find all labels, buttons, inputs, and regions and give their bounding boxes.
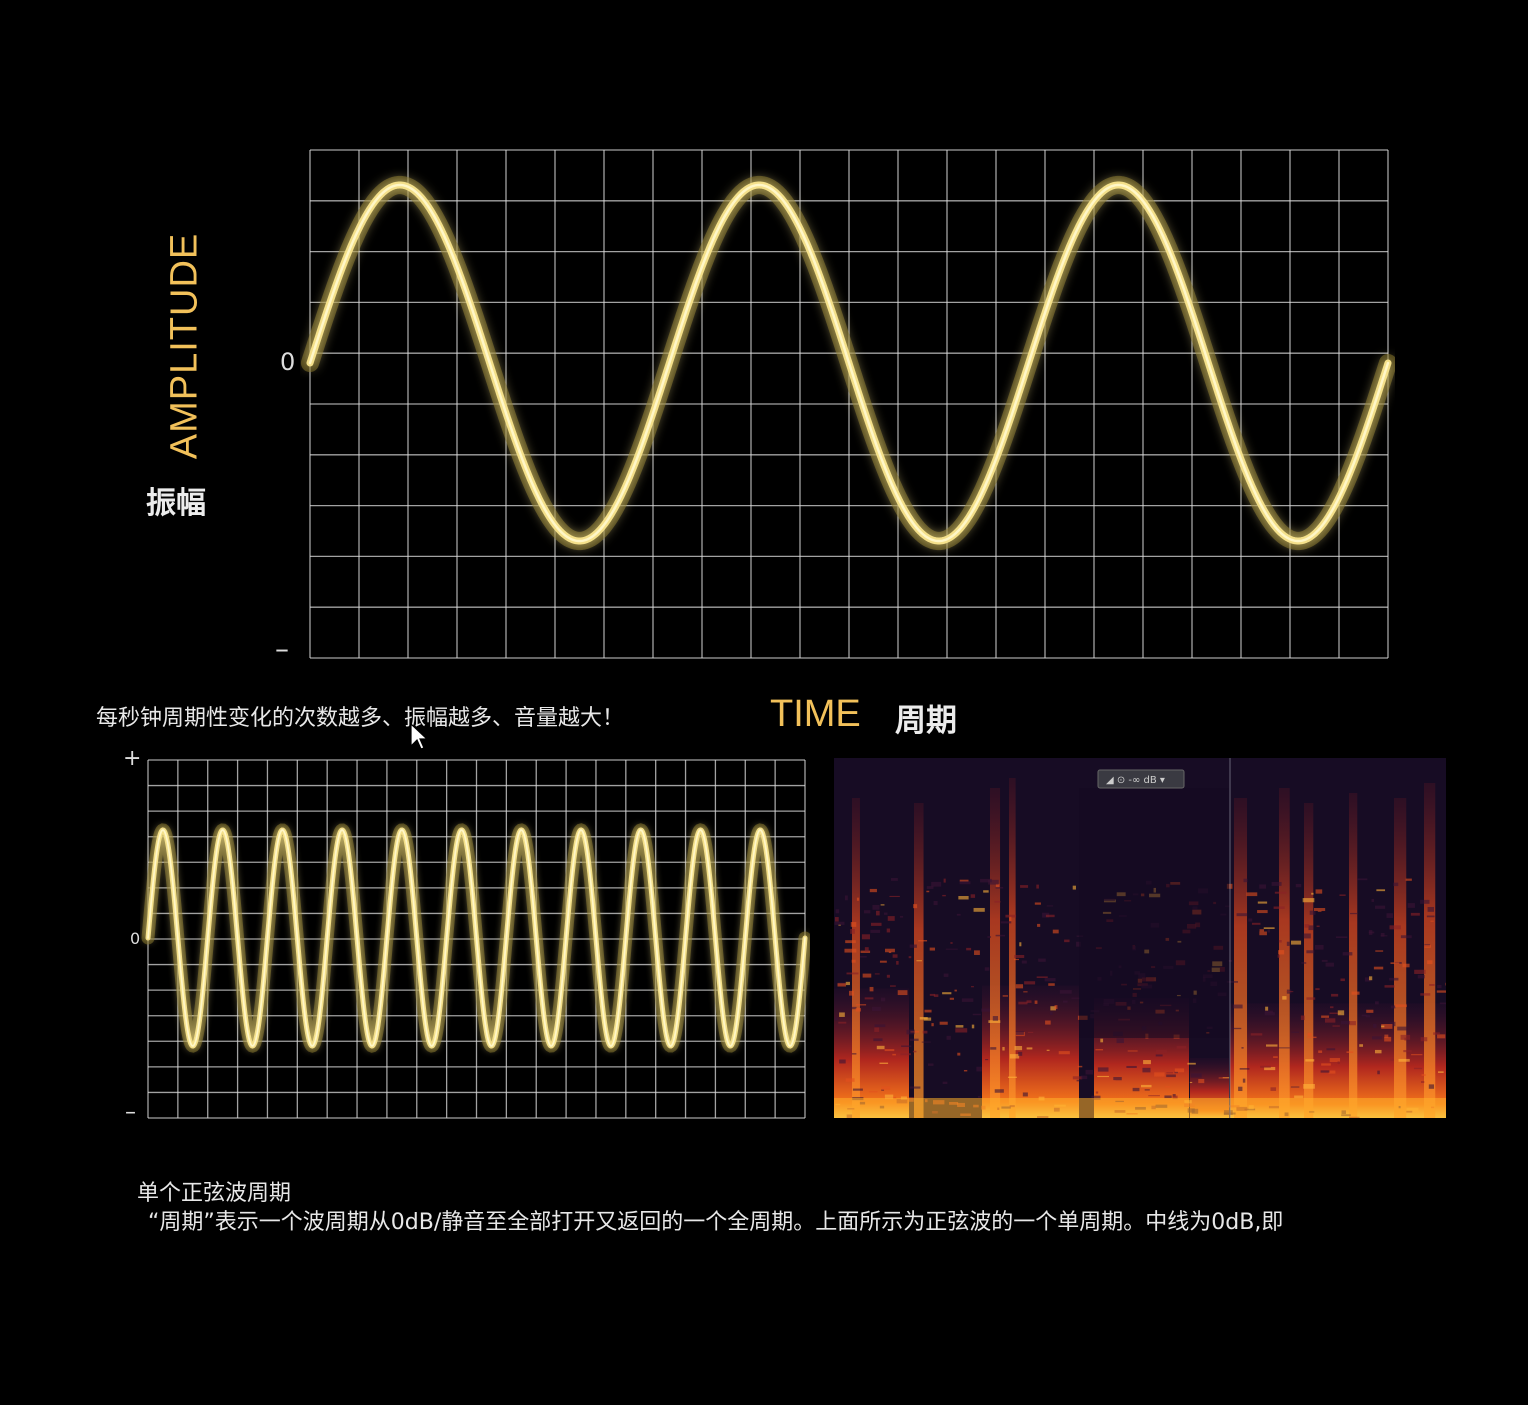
sine-wave-core (308, 183, 1390, 543)
top-minus-tick: – (275, 632, 289, 665)
note-body: “周期”表示一个波周期从0dB/静音至全部打开又返回的一个全周期。上面所示为正弦… (148, 1210, 1284, 1235)
bottom-zero-tick: 0 (130, 929, 141, 948)
sine-wave-core (147, 829, 806, 1047)
spectrogram-image: ◢ ⊙ -∞ dB ▾ (834, 758, 1446, 1118)
top-zero-tick: 0 (280, 348, 296, 376)
time-axis-label: TIME (770, 693, 861, 735)
amplitude-label-text: AMPLITUDE (163, 232, 206, 460)
spectrogram-toolbar[interactable] (1097, 769, 1185, 789)
top-wave-svg (300, 149, 1395, 659)
bottom-wave-chart (140, 758, 810, 1122)
amplitude-zh-label: 振幅 (146, 486, 206, 521)
bottom-plus-tick: + (123, 746, 142, 771)
spectrogram-toolbar-text: ◢ ⊙ -∞ dB ▾ (1106, 775, 1165, 786)
mouse-cursor-icon (410, 722, 429, 750)
grid (309, 149, 1389, 659)
note-title: 单个正弦波周期 (137, 1181, 292, 1206)
amplitude-axis-label: AMPLITUDE (163, 230, 206, 462)
spectrogram-panel: ◢ ⊙ -∞ dB ▾ (834, 758, 1446, 1118)
top-wave-chart (300, 148, 1395, 663)
bottom-minus-tick: – (125, 1100, 136, 1125)
period-zh-label: 周期 (895, 703, 957, 739)
bottom-wave-svg (141, 759, 810, 1119)
caption-text: 每秒钟周期性变化的次数越多、振幅越多、音量越大！ (96, 706, 625, 731)
